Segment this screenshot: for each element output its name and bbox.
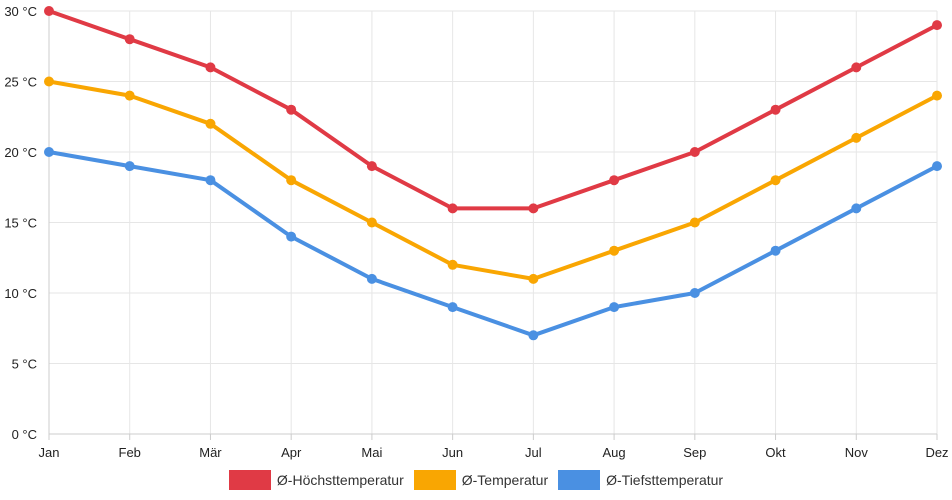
- data-point: [205, 62, 216, 73]
- legend-label-min: Ø-Tiefsttemperatur: [606, 472, 724, 488]
- legend-swatch-avg: [413, 470, 456, 490]
- data-point: [932, 161, 942, 172]
- chart-plot: 0 °C 5 °C 10 °C 15 °C 20 °C 25 °C 30 °C Jan Feb M…: [4, 4, 948, 460]
- legend-swatch-max: [228, 470, 271, 490]
- data-point: [689, 147, 700, 157]
- data-point: [689, 217, 700, 228]
- x-tick-label: Jul: [525, 445, 542, 460]
- data-point: [528, 330, 539, 341]
- x-tick-label: Jan: [39, 445, 60, 460]
- legend-label-max: Ø-Höchsttemperatur: [276, 472, 404, 488]
- legend-swatch-min: [558, 470, 601, 490]
- y-tick-label: 0 °C: [12, 427, 37, 442]
- data-point: [44, 6, 54, 16]
- data-point: [851, 62, 862, 73]
- x-tick-label: Mär: [199, 445, 222, 460]
- data-point: [286, 104, 297, 115]
- data-point: [770, 104, 781, 115]
- chart-legend: Ø-Höchsttemperatur Ø-Temperatur Ø-Tiefst…: [0, 470, 952, 490]
- data-point: [447, 203, 458, 214]
- y-tick-label: 20 °C: [4, 145, 37, 160]
- data-point: [447, 302, 458, 313]
- y-tick-label: 25 °C: [4, 75, 37, 90]
- series-line-3: [47, 150, 939, 338]
- data-point: [528, 203, 539, 214]
- data-point: [770, 175, 781, 186]
- data-point: [851, 132, 862, 143]
- legend-item-avg[interactable]: Ø-Temperatur: [413, 470, 549, 490]
- data-point: [44, 76, 54, 87]
- y-tick-label: 15 °C: [4, 216, 37, 231]
- x-tick-label: Nov: [845, 445, 869, 460]
- y-tick-label: 30 °C: [4, 4, 37, 19]
- data-point: [286, 231, 297, 242]
- data-point: [932, 20, 942, 31]
- data-point: [366, 161, 377, 172]
- data-point: [851, 203, 862, 214]
- data-point: [770, 245, 781, 256]
- data-point: [124, 161, 135, 172]
- data-point: [205, 118, 216, 129]
- data-point: [609, 302, 620, 313]
- data-point: [447, 259, 458, 270]
- data-point: [124, 34, 135, 45]
- data-point: [44, 147, 54, 157]
- x-tick-label: Apr: [281, 445, 302, 460]
- y-tick-label: 10 °C: [4, 286, 37, 301]
- x-tick-label: Jun: [442, 445, 463, 460]
- x-tick-label: Feb: [119, 445, 141, 460]
- legend-label-avg: Ø-Temperatur: [461, 472, 549, 488]
- data-point: [528, 273, 539, 284]
- legend-item-min[interactable]: Ø-Tiefsttemperatur: [558, 470, 723, 490]
- legend-item-max[interactable]: Ø-Höchsttemperatur: [228, 470, 404, 490]
- data-point: [124, 90, 135, 101]
- data-point: [205, 175, 216, 186]
- data-point: [609, 175, 620, 186]
- series-line-2: [47, 79, 939, 281]
- data-point: [366, 217, 377, 228]
- data-point: [366, 273, 377, 284]
- x-tick-label: Aug: [603, 445, 626, 460]
- data-point: [286, 175, 297, 186]
- x-tick-label: Sep: [683, 445, 706, 460]
- x-tick-label: Okt: [765, 445, 786, 460]
- series-line-1: [47, 9, 939, 211]
- x-tick-label: Mai: [361, 445, 382, 460]
- data-point: [932, 90, 942, 101]
- data-point: [609, 245, 620, 256]
- data-point: [689, 288, 700, 298]
- x-tick-label: Dez: [925, 445, 948, 460]
- y-tick-label: 5 °C: [12, 357, 37, 372]
